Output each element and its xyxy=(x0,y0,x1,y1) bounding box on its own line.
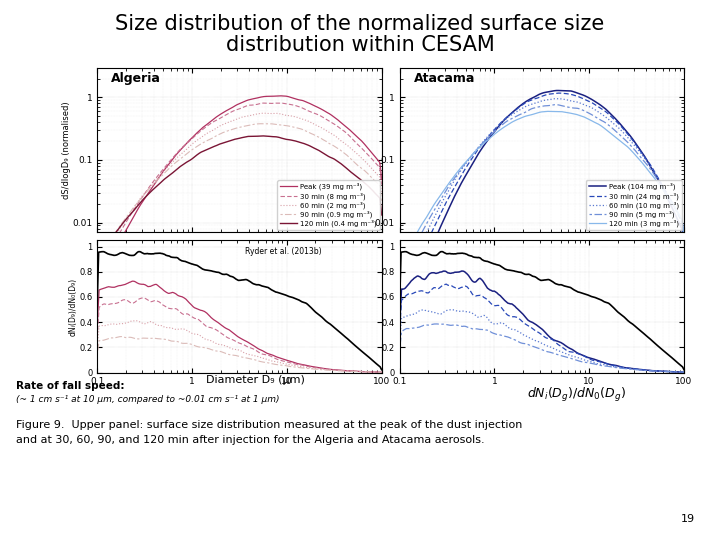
Y-axis label: dNᵢ(D₉)/dN₀(D₉): dNᵢ(D₉)/dN₀(D₉) xyxy=(68,278,78,335)
Legend: Peak (39 mg m⁻³), 30 min (8 mg m⁻³), 60 min (2 mg m⁻³), 90 min (0.9 mg m⁻³), 120: Peak (39 mg m⁻³), 30 min (8 mg m⁻³), 60 … xyxy=(277,180,379,230)
Y-axis label: dS/dlogD₉ (normalised): dS/dlogD₉ (normalised) xyxy=(62,101,71,199)
Text: Ryder et al. (2013b): Ryder et al. (2013b) xyxy=(245,247,322,256)
Text: Figure 9.  Upper panel: surface size distribution measured at the peak of the du: Figure 9. Upper panel: surface size dist… xyxy=(16,420,522,430)
Text: Rate of fall speed:: Rate of fall speed: xyxy=(16,381,125,391)
Text: distribution within CESAM: distribution within CESAM xyxy=(225,35,495,55)
Text: and at 30, 60, 90, and 120 min after injection for the Algeria and Atacama aeros: and at 30, 60, 90, and 120 min after inj… xyxy=(16,435,485,445)
Text: Atacama: Atacama xyxy=(414,72,475,85)
Text: $dN_i(D_g)/dN_0(D_g)$: $dN_i(D_g)/dN_0(D_g)$ xyxy=(526,386,626,404)
Text: Algeria: Algeria xyxy=(112,72,161,85)
Text: (~ 1 cm s⁻¹ at 10 μm, compared to ~0.01 cm s⁻¹ at 1 μm): (~ 1 cm s⁻¹ at 10 μm, compared to ~0.01 … xyxy=(16,395,279,404)
Text: Diameter D₉ (μm): Diameter D₉ (μm) xyxy=(206,375,305,385)
Text: Size distribution of the normalized surface size: Size distribution of the normalized surf… xyxy=(115,14,605,33)
Text: 19: 19 xyxy=(680,514,695,524)
Legend: Peak (104 mg m⁻³), 30 min (24 mg m⁻³), 60 min (10 mg m⁻³), 90 min (5 mg m⁻³), 12: Peak (104 mg m⁻³), 30 min (24 mg m⁻³), 6… xyxy=(586,180,682,230)
